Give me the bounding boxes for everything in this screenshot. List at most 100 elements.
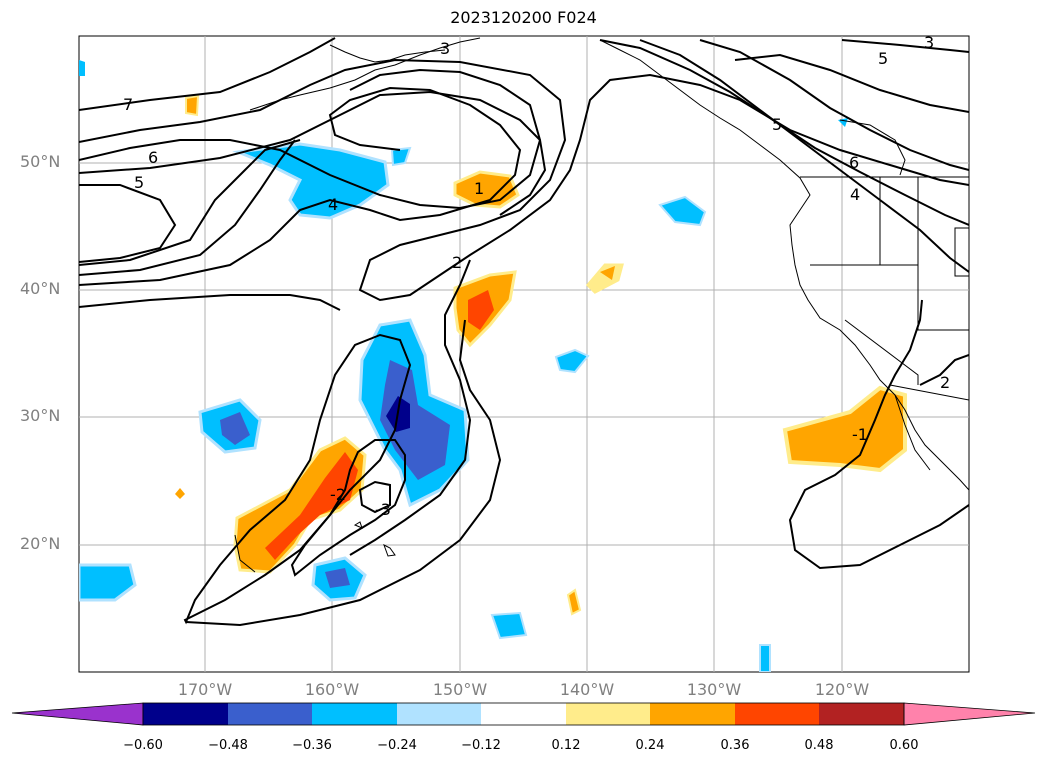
baja-coast <box>894 394 931 471</box>
contour-6-east <box>599 39 969 226</box>
contour-label: -1 <box>852 425 868 444</box>
contour-west-a <box>79 139 301 266</box>
shade-neg-8 <box>220 412 250 445</box>
colorbar-swatch <box>312 703 397 725</box>
shade-neg-9 <box>554 348 590 374</box>
contour-5-west <box>79 184 177 263</box>
colorbar-tick: −0.36 <box>292 738 332 753</box>
contour-label: -2 <box>330 485 346 504</box>
contour-label: 5 <box>134 173 144 192</box>
shade-pos-11 <box>175 488 185 499</box>
negative-anomaly-shading <box>79 60 848 672</box>
contour-label: 5 <box>878 49 888 68</box>
contour-label: 3 <box>924 33 934 52</box>
hawaii-islet <box>353 521 363 529</box>
contour-2 <box>79 68 542 210</box>
contour-label: 1 <box>474 179 484 198</box>
colorbar-tick: 0.60 <box>889 738 919 753</box>
colorbar-tick: 0.36 <box>720 738 750 753</box>
contour-west-b <box>79 139 296 276</box>
contour-4 <box>79 90 547 216</box>
contour-label: 2 <box>940 373 950 392</box>
contour-7 <box>79 37 336 111</box>
colorbar-swatch <box>735 703 819 725</box>
lat-label-30n: 30°N <box>20 406 61 425</box>
lon-label-170w: 170°W <box>177 680 233 699</box>
colorbar-swatch <box>903 702 1036 726</box>
colorbar-tick: 0.12 <box>551 738 581 753</box>
contour-label: 2 <box>452 253 462 272</box>
hawaii-contour-edge <box>234 534 256 573</box>
shade-neg-1 <box>232 142 390 220</box>
lat-label-40n: 40°N <box>20 279 61 298</box>
map-title: 2023120200 F024 <box>450 8 597 27</box>
shade-neg-12 <box>79 563 137 602</box>
shade-neg-2 <box>390 146 412 167</box>
shade-neg-3 <box>658 195 707 227</box>
colorbar-tick: 0.48 <box>804 738 834 753</box>
colorbar-swatch <box>143 703 228 725</box>
shade-pos-5 <box>600 266 615 280</box>
colorbar-swatch <box>819 703 904 725</box>
shade-pos-7 <box>265 452 358 560</box>
contour-2-south <box>349 259 472 556</box>
state-border-4 <box>844 319 919 385</box>
contour-1-east <box>788 299 969 570</box>
alaska-coast <box>329 44 446 63</box>
lon-label-120w: 120°W <box>814 680 870 699</box>
contour-label-group: 7 6 5 4 3 1 2 5 5 6 4 -1 -2 -3 2 3 <box>123 33 950 519</box>
colorbar-tick: 0.24 <box>635 738 665 753</box>
colorbar-tick: −0.48 <box>208 738 248 753</box>
contour-1 <box>79 86 522 286</box>
bc-coast <box>839 119 906 176</box>
shade-pos-8 <box>782 385 907 473</box>
colorbar-outline <box>142 702 905 726</box>
contour-label: -3 <box>375 500 391 519</box>
colorbar-swatch <box>481 703 566 725</box>
shade-neg-5 <box>380 360 450 480</box>
contour-neg-3 <box>358 480 391 514</box>
shade-neg-14 <box>759 644 771 672</box>
lon-label-130w: 130°W <box>686 680 742 699</box>
contour-5-top <box>841 39 969 53</box>
state-border-5 <box>954 227 969 277</box>
contour-label: 5 <box>772 115 782 134</box>
contour-label: 4 <box>328 195 338 214</box>
colorbar-swatch <box>228 703 312 725</box>
shade-neg-13 <box>490 611 528 640</box>
colorbar <box>11 702 1036 726</box>
aleutian-coast <box>249 37 481 111</box>
contour-2-east <box>919 354 969 386</box>
contour-0 <box>79 294 341 311</box>
contour-2-main <box>79 58 969 302</box>
contour-5-ne <box>734 53 969 113</box>
contour-pos-2 <box>185 319 502 627</box>
shade-pos-10 <box>566 588 582 616</box>
contour-label: 7 <box>123 95 133 114</box>
colorbar-tick: −0.24 <box>377 738 417 753</box>
coastlines <box>234 37 969 573</box>
lon-label-140w: 140°W <box>559 680 615 699</box>
contour-label: 4 <box>850 185 860 204</box>
contour-label: 3 <box>440 39 450 58</box>
lat-label-20n: 20°N <box>20 534 61 553</box>
colorbar-tick: −0.12 <box>461 738 501 753</box>
contour-label: 6 <box>849 153 859 172</box>
contour-lines <box>79 37 969 627</box>
colorbar-tick: −0.60 <box>123 738 163 753</box>
colorbar-swatch <box>397 703 481 725</box>
colorbar-swatch <box>650 703 735 725</box>
lat-label-50n: 50°N <box>20 152 61 171</box>
shade-pos-3 <box>468 290 494 330</box>
contour-5-east <box>639 39 969 273</box>
lon-label-150w: 150°W <box>432 680 488 699</box>
shade-neg-15 <box>79 60 85 76</box>
contour-neg-2 <box>290 439 406 577</box>
lon-label-160w: 160°W <box>304 680 360 699</box>
contour-4-east <box>699 39 969 171</box>
us-mexico-border <box>889 384 969 401</box>
colorbar-swatch <box>566 703 650 725</box>
hawaii-island <box>383 543 396 557</box>
shade-pos-9 <box>185 94 200 117</box>
colorbar-swatch <box>11 702 144 726</box>
